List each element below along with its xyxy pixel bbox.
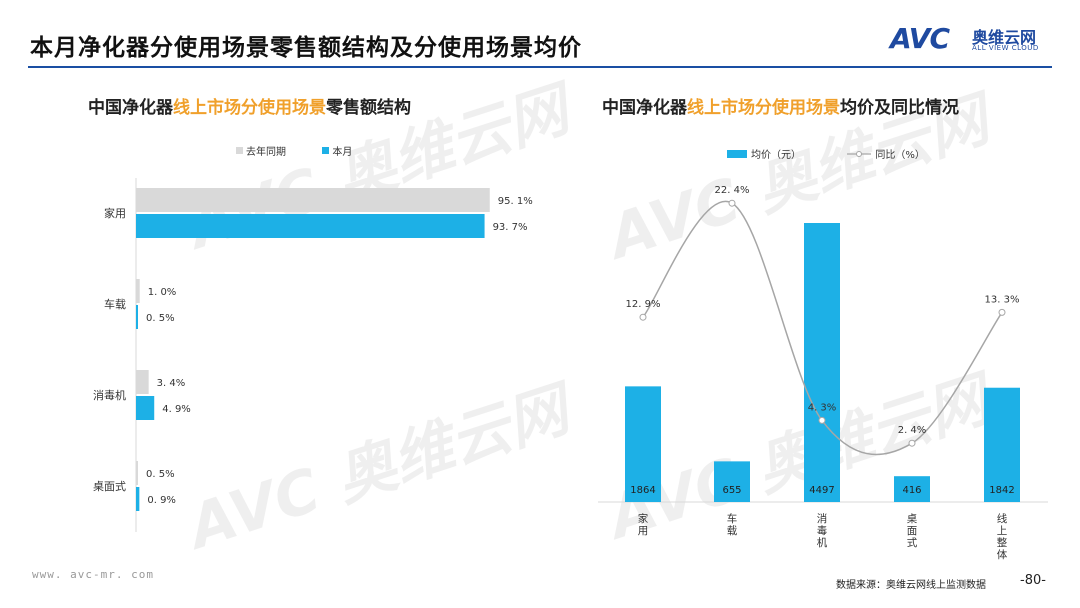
category-label: 家用 [104,206,126,220]
logo-avc-text: AVC [890,22,950,55]
logo-cn-text: 奥维云网 [972,28,1037,47]
left-title-post: 零售额结构 [326,98,411,118]
yoy-point [998,308,1006,316]
left-legend: 去年同期 本月 [236,143,352,158]
left-title-pre: 中国净化器 [88,98,173,118]
left-chart-title: 中国净化器线上市场分使用场景零售额结构 [88,93,411,118]
bar-lastyear [136,188,490,212]
x-category-label: 用 [638,525,649,537]
x-category-label: 式 [907,536,918,549]
header-divider [28,66,1052,68]
bar-thismonth [136,396,155,420]
avc-logo: AVC 奥维云网 ALL VIEW CLOUD [890,22,1060,58]
yoy-point [728,199,736,207]
data-label: 0. 5% [146,313,175,324]
right-combo-chart: 1864 655 4497 416 1842 12. 9% 22. 4% 4. 3% 2. 4%… [598,185,1048,561]
right-title-pre: 中国净化器 [602,98,687,118]
bar-thismonth [136,305,138,329]
x-category-label: 体 [997,549,1008,561]
legend-swatch-bar [727,149,747,158]
yoy-point [639,313,647,321]
yoy-label: 13. 3% [985,294,1020,305]
data-label: 0. 5% [146,469,175,480]
legend-label-price: 均价（元） [751,150,801,161]
bar-value-label: 1864 [630,485,655,496]
x-category-label: 面 [907,525,918,537]
yoy-point [818,416,826,424]
bar-thismonth [136,487,140,511]
x-category-label: 车 [727,512,738,525]
page-title: 本月净化器分使用场景零售额结构及分使用场景均价 [30,35,582,61]
data-label: 4. 9% [162,404,191,415]
data-label: 0. 9% [147,495,176,506]
yoy-label: 22. 4% [715,185,750,196]
data-label: 95. 1% [498,196,533,207]
bar-thismonth [136,214,485,238]
bar-lastyear [136,461,138,485]
right-title-post: 均价及同比情况 [840,98,959,118]
x-category-label: 载 [727,525,738,537]
price-bar [894,476,930,502]
bar-lastyear [136,279,140,303]
yoy-label: 4. 3% [808,402,837,413]
x-category-label: 桌 [907,512,918,525]
bar-lastyear [136,370,149,394]
price-bar [625,386,661,502]
logo-en-text: ALL VIEW CLOUD [972,44,1039,52]
legend-label-thismonth: 本月 [332,147,353,158]
right-title-highlight: 线上市场分使用场景 [687,98,840,118]
x-category-label: 机 [817,536,828,549]
bar-value-label: 416 [902,485,921,496]
x-category-label: 毒 [817,524,828,537]
legend-swatch-line [847,150,872,158]
category-label: 桌面式 [93,480,126,493]
yoy-label: 12. 9% [626,299,661,310]
price-bar [984,387,1020,502]
bar-value-label: 1842 [989,485,1014,496]
page-number: -80- [1020,573,1046,588]
right-legend: 均价（元） 同比（%） [727,146,925,161]
footer-url: www. avc-mr. com [32,568,154,581]
data-label: 3. 4% [157,378,186,389]
category-label: 消毒机 [93,388,126,402]
legend-label-lastyear: 去年同期 [246,147,286,158]
legend-swatch-gray [236,147,243,154]
legend-swatch-blue [322,147,330,154]
x-category-label: 整 [997,536,1008,549]
data-label: 93. 7% [493,222,528,233]
yoy-label: 2. 4% [898,425,927,436]
price-bar [714,461,750,502]
left-bar-chart: 家用 95. 1% 93. 7% 车载 1. 0% 0. 5% 消毒机 3. 4% 4. 9% 桌… [93,178,533,532]
price-bar [804,223,840,502]
right-chart-title: 中国净化器线上市场分使用场景均价及同比情况 [602,93,959,118]
legend-label-yoy: 同比（%） [875,150,925,161]
x-category-label: 上 [997,525,1008,537]
footer-source: 数据来源：奥维云网线上监测数据 [836,580,986,591]
bar-value-label: 655 [722,485,741,496]
x-category-label: 线 [997,512,1008,525]
data-label: 1. 0% [148,287,177,298]
yoy-point [908,439,916,447]
yoy-line [642,200,1003,456]
x-category-label: 消 [817,512,828,525]
category-label: 车载 [104,297,126,311]
left-title-highlight: 线上市场分使用场景 [173,98,326,118]
bar-value-label: 4497 [809,485,834,496]
x-category-label: 家 [638,512,649,525]
